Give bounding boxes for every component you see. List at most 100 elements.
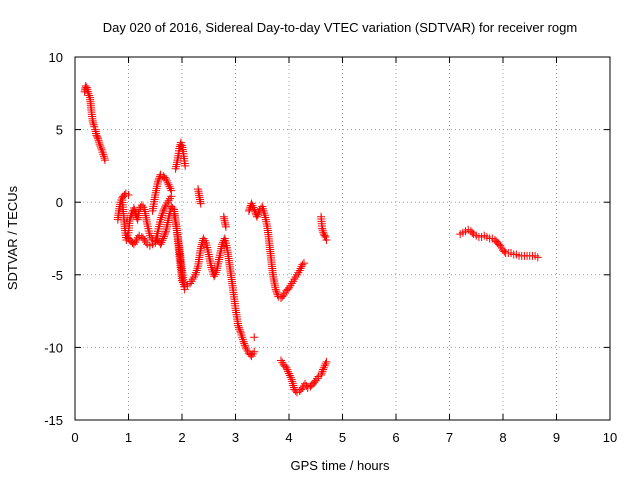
data-point xyxy=(96,142,105,151)
y-axis-label: SDTVAR / TECUs xyxy=(5,185,20,290)
data-point xyxy=(162,176,171,185)
data-point xyxy=(319,365,328,374)
data-point xyxy=(288,379,297,388)
data-point xyxy=(126,215,135,224)
x-tick-label: 7 xyxy=(446,430,453,445)
data-point xyxy=(272,288,281,297)
x-tick-label: 6 xyxy=(392,430,399,445)
y-tick-label: -15 xyxy=(44,413,63,428)
data-point xyxy=(287,375,296,384)
data-point xyxy=(161,229,170,238)
data-point xyxy=(239,337,248,346)
data-point xyxy=(238,335,247,344)
data-point xyxy=(253,210,262,219)
data-point xyxy=(250,347,259,356)
data-point xyxy=(319,228,328,237)
data-point xyxy=(284,367,293,376)
data-point xyxy=(234,323,243,332)
data-point xyxy=(285,369,293,378)
series-seg13 xyxy=(317,212,331,244)
data-point xyxy=(240,339,249,348)
x-tick-label: 4 xyxy=(285,430,292,445)
data-point xyxy=(172,162,181,171)
data-point xyxy=(322,235,331,244)
data-point xyxy=(289,381,298,390)
data-point xyxy=(258,204,267,213)
data-point xyxy=(319,363,328,372)
data-point xyxy=(192,268,201,277)
series-seg4 xyxy=(119,189,133,201)
data-point xyxy=(125,217,134,226)
data-point xyxy=(240,341,249,350)
x-tick-label: 2 xyxy=(178,430,185,445)
data-point xyxy=(250,205,259,214)
data-point xyxy=(82,83,91,92)
data-point xyxy=(83,85,92,94)
data-point xyxy=(88,116,97,125)
series-seg3 xyxy=(124,192,176,250)
data-point xyxy=(285,371,294,380)
data-point xyxy=(89,118,98,127)
data-point xyxy=(193,264,202,273)
data-point xyxy=(196,244,205,253)
x-tick-label: 0 xyxy=(71,430,78,445)
data-point xyxy=(317,369,326,378)
data-point xyxy=(159,232,168,241)
data-point xyxy=(85,91,94,100)
data-point xyxy=(156,240,165,249)
y-tick-label: 5 xyxy=(56,123,63,138)
data-point xyxy=(159,206,168,215)
data-point xyxy=(161,174,170,183)
data-point xyxy=(160,204,169,213)
data-point xyxy=(235,325,244,334)
data-point xyxy=(157,213,166,222)
series-seg10 xyxy=(250,333,259,342)
data-point xyxy=(282,363,291,372)
data-point xyxy=(94,136,103,145)
data-point xyxy=(168,204,177,213)
data-point xyxy=(299,259,308,268)
data-point xyxy=(283,365,292,374)
data-point xyxy=(260,209,269,218)
data-point xyxy=(95,140,104,149)
y-tick-label: -10 xyxy=(44,340,63,355)
grid xyxy=(75,57,610,420)
x-axis-label: GPS time / hours xyxy=(291,458,390,473)
data-point xyxy=(95,138,104,147)
data-point xyxy=(99,150,108,159)
data-point xyxy=(100,154,109,163)
data-point xyxy=(161,203,170,212)
data-point xyxy=(100,156,109,165)
data-point xyxy=(321,359,330,368)
series-seg9 xyxy=(219,212,230,231)
data-point xyxy=(181,161,190,170)
data-point xyxy=(238,333,247,342)
data-point xyxy=(320,361,329,370)
data-point xyxy=(500,247,509,256)
data-point xyxy=(210,270,219,279)
data-point xyxy=(89,120,98,129)
x-tick-label: 8 xyxy=(499,430,506,445)
data-point xyxy=(272,287,281,296)
y-tick-label: 10 xyxy=(49,50,63,65)
data-point xyxy=(286,373,295,382)
data-point xyxy=(237,331,246,340)
series-seg6 xyxy=(169,209,189,294)
data-point xyxy=(296,264,305,273)
series-seg7 xyxy=(171,138,190,173)
x-tick-label: 5 xyxy=(339,430,346,445)
series-seg1 xyxy=(80,82,109,165)
data-point xyxy=(533,253,542,262)
data-point xyxy=(298,260,307,269)
y-tick-label: -5 xyxy=(51,268,63,283)
data-point xyxy=(166,184,175,193)
data-point xyxy=(180,285,189,294)
data-point xyxy=(124,190,133,199)
data-point xyxy=(288,377,297,386)
data-points xyxy=(80,82,542,397)
data-point xyxy=(236,328,245,337)
data-point xyxy=(155,174,164,183)
data-point xyxy=(97,145,106,154)
series-seg2 xyxy=(113,193,259,361)
